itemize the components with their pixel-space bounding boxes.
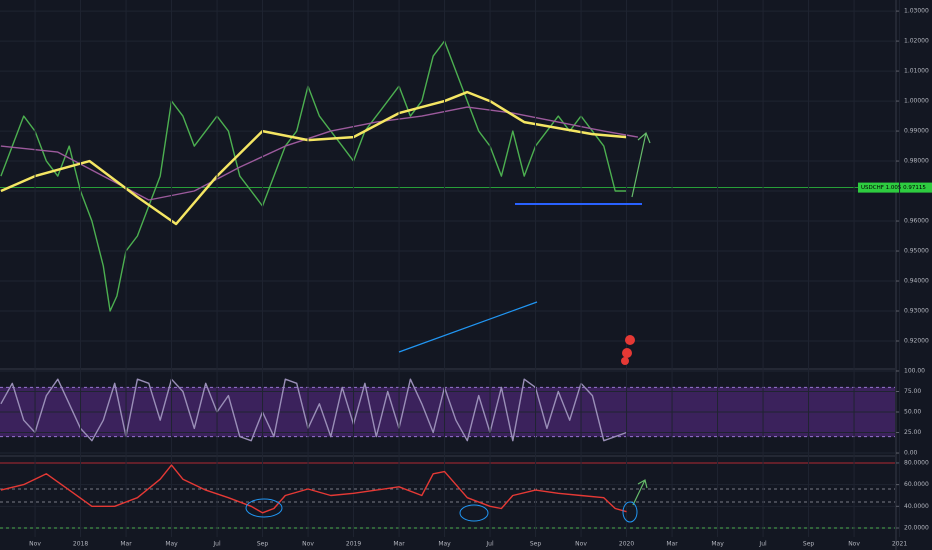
y-tick-label: 25.00 <box>904 429 921 436</box>
y-tick-label: 0.99000 <box>904 128 929 135</box>
x-tick-label: Mar <box>666 541 678 548</box>
highlight-circle <box>459 504 489 522</box>
y-tick-label: 0.96000 <box>904 218 929 225</box>
y-tick-label: 0.00 <box>904 450 918 457</box>
y-tick-label: 100.00 <box>904 367 925 374</box>
y-tick-label: 40.0000 <box>904 503 929 510</box>
x-tick-label: Nov <box>575 541 587 548</box>
arrow-up <box>632 479 648 506</box>
x-tick-label: 2019 <box>346 541 361 548</box>
x-tick-label: Jul <box>485 541 494 548</box>
y-tick-label: 1.02000 <box>904 38 929 45</box>
x-tick-label: 2021 <box>892 541 907 548</box>
y-tick-label: 0.92000 <box>904 338 929 345</box>
y-tick-label: 0.98000 <box>904 158 929 165</box>
y-tick-label: 50.00 <box>904 409 921 416</box>
y-tick-label: 60.0000 <box>904 481 929 488</box>
x-tick-label: May <box>438 541 451 548</box>
event-icon[interactable] <box>625 335 635 345</box>
x-tick-label: 2018 <box>73 541 88 548</box>
y-tick-label: 0.94000 <box>904 278 929 285</box>
y-tick-label: 0.95000 <box>904 248 929 255</box>
x-tick-label: Nov <box>302 541 314 548</box>
x-tick-label: Nov <box>848 541 860 548</box>
x-tick-label: Mar <box>393 541 405 548</box>
x-tick-label: Mar <box>120 541 132 548</box>
event-icon[interactable] <box>621 357 629 365</box>
event-icon[interactable] <box>622 348 632 358</box>
highlight-circle <box>622 501 638 523</box>
x-tick-label: Sep <box>530 541 542 548</box>
series-line <box>0 378 627 442</box>
x-tick-label: Jul <box>212 541 221 548</box>
series-line <box>0 464 627 514</box>
trend-line <box>398 301 538 353</box>
y-tick-label: 0.93000 <box>904 308 929 315</box>
y-tick-label: 1.03000 <box>904 8 929 15</box>
x-tick-label: Jul <box>758 541 767 548</box>
series-line <box>0 40 627 312</box>
price-tag: USDCHF 1.005 0.97115 <box>861 185 926 191</box>
price-tag-bg <box>858 182 932 193</box>
x-tick-label: 2020 <box>619 541 634 548</box>
y-tick-label: 1.00000 <box>904 98 929 105</box>
y-tick-label: 80.0000 <box>904 459 929 466</box>
x-tick-label: Sep <box>257 541 269 548</box>
y-tick-label: 20.0000 <box>904 525 929 532</box>
x-tick-label: Sep <box>803 541 815 548</box>
y-tick-label: 1.01000 <box>904 68 929 75</box>
highlight-circle <box>245 498 283 518</box>
arrow-up <box>631 131 651 198</box>
series-line <box>0 106 639 201</box>
y-tick-label: 75.00 <box>904 388 921 395</box>
x-tick-label: May <box>711 541 724 548</box>
x-tick-label: Nov <box>29 541 41 548</box>
x-tick-label: May <box>165 541 178 548</box>
